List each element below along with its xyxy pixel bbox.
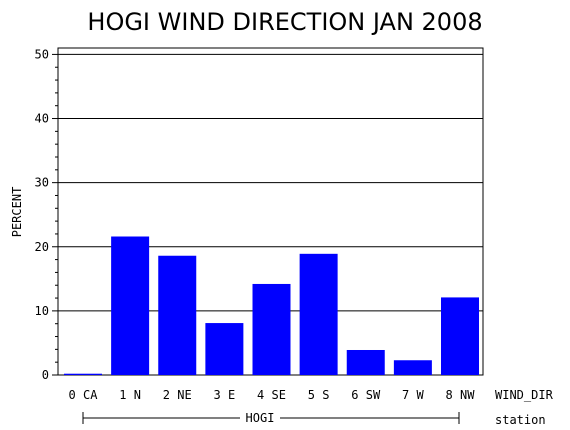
bar [64,373,102,375]
x-tick-label: 1 N [119,388,141,402]
x-tick-label: 7 W [402,388,424,402]
bar [111,236,150,375]
bar [158,255,197,375]
y-tick-label: 0 [42,368,49,382]
group-label-backdrop [240,410,280,426]
x-axis-labels: 0 CA 1 N 2 NE 3 E 4 SE 5 S 6 SW 7 W 8 NW [69,388,476,402]
bar [299,253,338,375]
chart-title: HOGI WIND DIRECTION JAN 2008 [87,8,482,36]
x-tick-label: 0 CA [69,388,99,402]
bars [64,236,479,375]
bar [393,360,432,375]
group-axis-label: station [495,413,546,427]
x-tick-label: 2 NE [163,388,192,402]
group-label: HOGI [246,411,275,425]
bar [252,283,291,375]
x-axis-label: WIND_DIR [495,388,554,402]
y-tick-label: 30 [35,176,49,190]
y-axis-ticks: 0 10 20 30 40 50 [35,47,58,382]
x-tick-label: 5 S [308,388,330,402]
x-tick-label: 4 SE [257,388,286,402]
x-tick-label: 6 SW [351,388,381,402]
y-tick-label: 50 [35,47,49,61]
bar [346,349,385,375]
bar [441,297,479,375]
x-tick-label: 8 NW [446,388,476,402]
y-tick-label: 10 [35,304,49,318]
y-tick-label: 40 [35,112,49,126]
x-tick-label: 3 E [214,388,236,402]
bar [205,323,244,375]
y-axis-label: PERCENT [10,187,24,238]
y-tick-label: 20 [35,240,49,254]
